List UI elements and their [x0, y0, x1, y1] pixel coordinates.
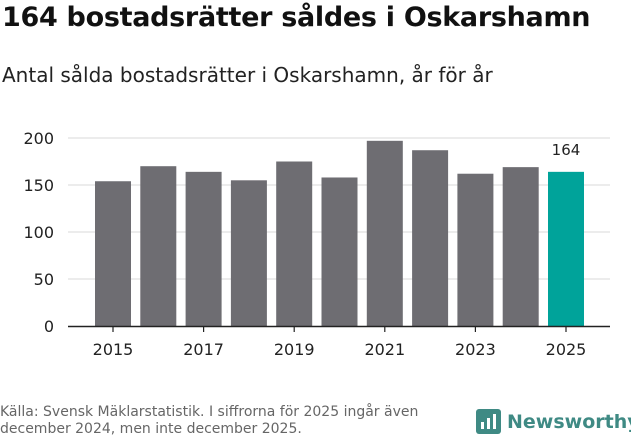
y-tick-label: 200 [23, 129, 54, 148]
bar-2023 [457, 173, 494, 326]
bar-2015 [95, 181, 131, 326]
bar-2022 [412, 150, 449, 326]
bar-2021 [366, 140, 403, 326]
bar-2020 [321, 177, 358, 326]
bar-2019 [276, 161, 313, 326]
bar-chart: 0 50 100 150 200 164 2015 2017 2019 2021 2023 2025 [23, 129, 610, 359]
brand-name: Newsworthy [507, 410, 631, 433]
y-tick-label: 150 [23, 176, 54, 195]
chart-subtitle: Antal sålda bostadsrätter i Oskarshamn, … [2, 63, 493, 87]
y-tick-label: 50 [34, 270, 54, 289]
data-label: 164 [552, 141, 581, 159]
x-tick-label: 2017 [183, 340, 224, 359]
bar-2018 [230, 180, 267, 326]
source-note: Källa: Svensk Mäklarstatistik. I siffror… [0, 404, 419, 437]
bar-2016 [140, 166, 177, 326]
x-tick-label: 2021 [364, 340, 405, 359]
y-tick-label: 0 [44, 317, 54, 336]
chart-title: 164 bostadsrätter såldes i Oskarshamn [2, 2, 591, 33]
bar-2025 [548, 171, 584, 326]
newsworthy-logo[interactable]: Newsworthy [476, 409, 631, 434]
x-tick-label: 2015 [93, 340, 134, 359]
x-tick-label: 2025 [546, 340, 587, 359]
y-tick-label: 100 [23, 223, 54, 242]
x-tick-label: 2019 [274, 340, 315, 359]
x-tick-label: 2023 [455, 340, 496, 359]
bar-2024 [502, 167, 539, 326]
newsworthy-logo-icon [476, 409, 501, 434]
bar-2017 [185, 171, 222, 326]
